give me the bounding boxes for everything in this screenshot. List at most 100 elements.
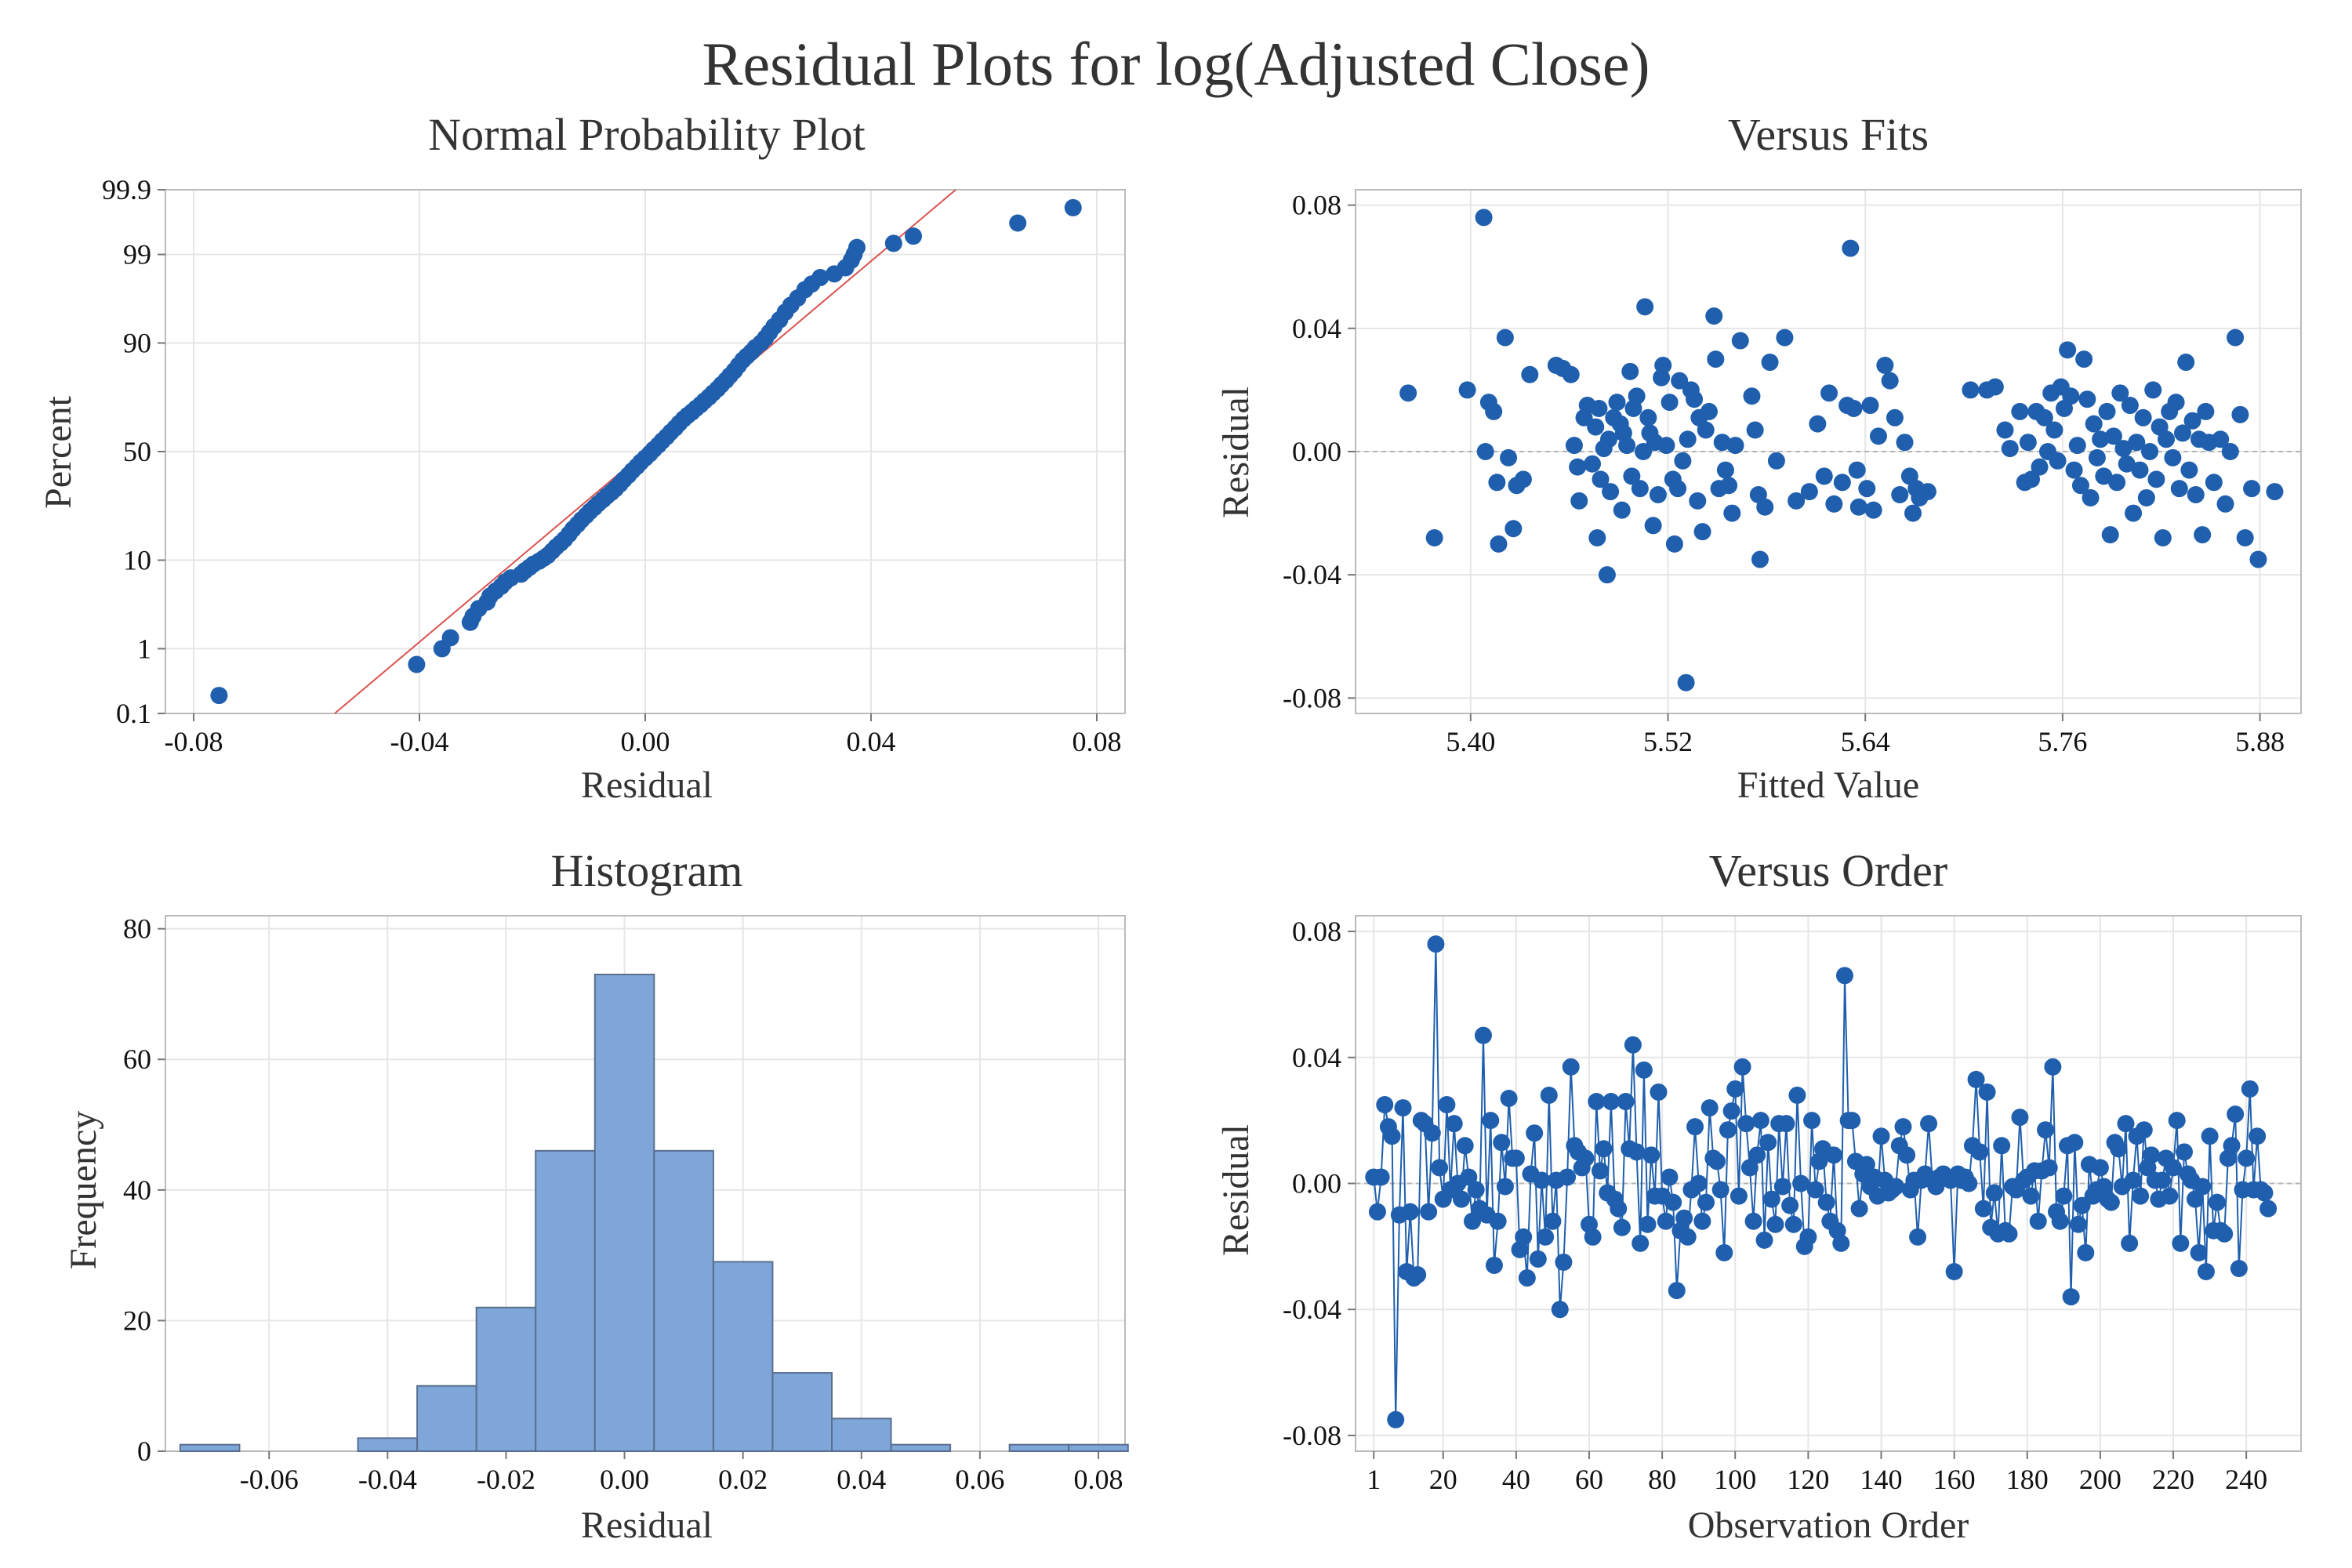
data-point xyxy=(1723,504,1741,522)
data-point xyxy=(2000,1225,2018,1243)
histogram-bar xyxy=(1068,1443,1129,1453)
data-point xyxy=(1668,1282,1686,1300)
data-point xyxy=(2227,1105,2245,1123)
data-point xyxy=(2187,486,2205,504)
data-point xyxy=(1700,402,1718,420)
data-point xyxy=(1618,437,1636,455)
data-point xyxy=(1960,1174,1978,1192)
data-point xyxy=(2059,341,2077,359)
data-point xyxy=(1781,1196,1799,1214)
data-point xyxy=(2132,1187,2150,1205)
data-point xyxy=(1833,474,1851,492)
data-point xyxy=(2125,504,2143,522)
data-point xyxy=(1496,328,1514,347)
data-point xyxy=(848,238,866,256)
data-point xyxy=(1918,483,1936,501)
data-point xyxy=(1551,1301,1569,1319)
data-point xyxy=(1401,1203,1419,1221)
data-point xyxy=(1842,239,1860,257)
data-point xyxy=(1762,1190,1780,1208)
data-point xyxy=(2092,430,2110,448)
data-point xyxy=(1777,1115,1795,1133)
x-tick-label: 5.64 xyxy=(1841,726,1890,757)
data-point xyxy=(1635,1061,1653,1079)
data-point xyxy=(1719,1121,1737,1139)
panel-title-versus-fits: Versus Fits xyxy=(1728,109,1929,160)
data-point xyxy=(1476,443,1494,460)
data-point xyxy=(1657,437,1675,455)
y-tick-label: 60 xyxy=(123,1044,151,1075)
histogram-bar xyxy=(357,1437,419,1452)
data-point xyxy=(1608,394,1626,412)
y-tick-label: 99.9 xyxy=(102,174,151,205)
data-point xyxy=(1639,408,1657,426)
y-tick-label: 0.00 xyxy=(1292,436,1341,467)
data-point xyxy=(2135,1121,2153,1139)
data-point xyxy=(1570,492,1588,510)
data-point xyxy=(811,269,829,287)
data-point xyxy=(2197,1262,2215,1280)
data-point xyxy=(1835,967,1853,985)
xlabel-normal-probability: Residual xyxy=(581,764,713,806)
data-point xyxy=(2177,354,2195,372)
data-point xyxy=(2049,452,2067,470)
x-tick-label: 5.76 xyxy=(2038,726,2087,757)
histogram-bar xyxy=(771,1372,833,1453)
main-title: Residual Plots for log(Adjusted Close) xyxy=(702,30,1650,98)
data-point xyxy=(2168,1112,2186,1130)
y-tick-label: 0 xyxy=(137,1436,151,1467)
data-point xyxy=(1744,1212,1762,1230)
data-point xyxy=(1485,402,1503,420)
data-point xyxy=(2230,1259,2248,1277)
x-tick-label: 160 xyxy=(1933,1464,1976,1495)
data-point xyxy=(1636,298,1654,316)
data-point xyxy=(1533,1171,1551,1189)
data-point xyxy=(2165,1159,2183,1177)
data-point xyxy=(1064,198,1082,216)
data-point xyxy=(2259,1200,2278,1218)
data-point xyxy=(1861,397,1879,415)
data-point xyxy=(2075,350,2093,368)
data-point xyxy=(2062,1288,2080,1306)
data-point xyxy=(1456,1137,1474,1155)
data-point xyxy=(1679,430,1697,448)
data-point xyxy=(2241,1080,2259,1098)
versus-fits-plot: 5.40 5.52 5.64 5.76 5.88 -0.08 -0.04 0.00 0.04 0.… xyxy=(1283,189,2302,757)
data-point xyxy=(1799,1228,1817,1246)
data-point xyxy=(1632,1234,1650,1252)
data-point xyxy=(1555,1253,1573,1271)
y-tick-label: 40 xyxy=(123,1174,151,1206)
data-point xyxy=(1824,1146,1842,1164)
data-point xyxy=(1420,1203,1438,1221)
x-tick-label: 0.04 xyxy=(847,726,896,757)
data-point xyxy=(2231,405,2249,423)
data-point xyxy=(1755,1231,1773,1249)
histogram-bar xyxy=(593,973,655,1452)
y-tick-label: 0.04 xyxy=(1292,313,1341,344)
data-point xyxy=(1800,483,1818,501)
data-point xyxy=(2019,434,2037,452)
ylabel-versus-fits: Residual xyxy=(1215,387,1257,518)
data-point xyxy=(2011,402,2029,420)
data-point xyxy=(2194,1178,2212,1196)
data-point xyxy=(1743,387,1761,405)
data-point xyxy=(2249,1127,2267,1145)
data-point xyxy=(2161,1187,2179,1205)
data-point xyxy=(1707,350,1725,368)
data-point xyxy=(1850,1200,1868,1218)
data-point xyxy=(1488,474,1506,492)
data-point xyxy=(2216,1225,2234,1243)
data-point xyxy=(1715,1243,1733,1261)
data-point xyxy=(1504,520,1523,538)
versus-order-plot: 1 20 40 60 80 100 120 140 160 180 200 220 240-0.08-0… xyxy=(1283,915,2302,1495)
data-point xyxy=(1584,1228,1602,1246)
data-point xyxy=(2212,430,2230,448)
data-point xyxy=(2223,1137,2241,1155)
data-point xyxy=(1726,437,1744,455)
data-point xyxy=(1526,1124,1544,1142)
ylabel-versus-order: Residual xyxy=(1215,1124,1257,1256)
data-point xyxy=(1515,1228,1533,1246)
data-point xyxy=(1474,1026,1492,1044)
data-point xyxy=(2110,1140,2128,1158)
